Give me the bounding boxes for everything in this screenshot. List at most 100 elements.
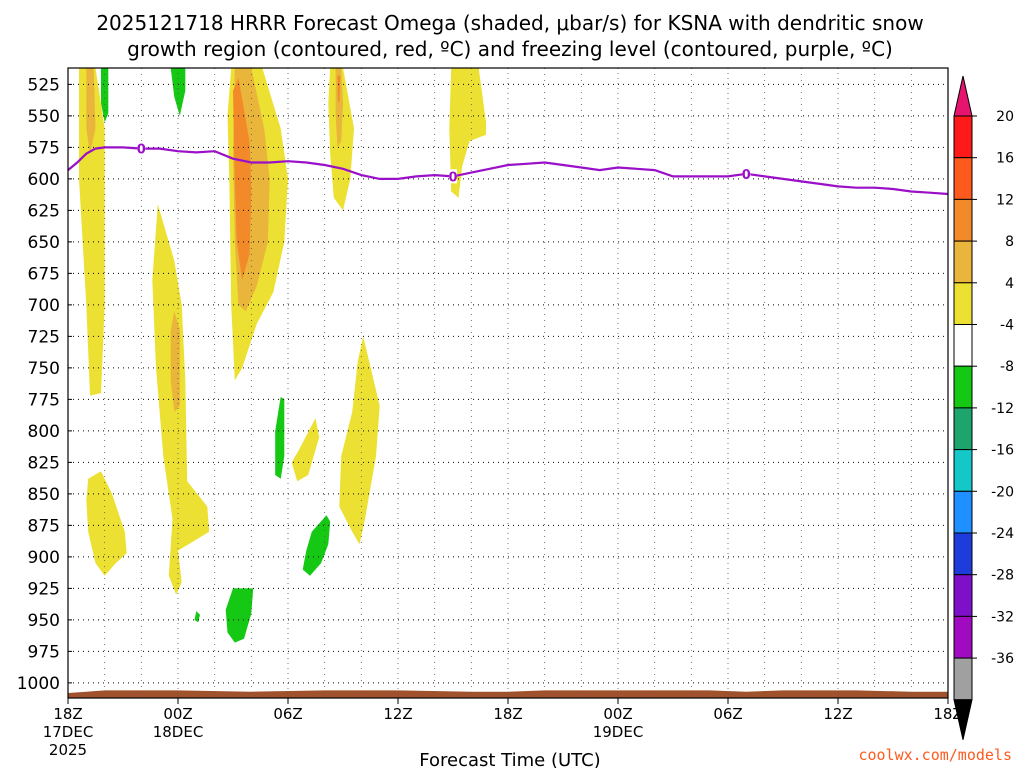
terrain — [68, 690, 948, 698]
colorbar-swatch-13 — [953, 657, 973, 701]
colorbar-swatch-3 — [953, 240, 973, 284]
freezing-label-bg-1 — [449, 169, 457, 184]
omega-region-10 — [337, 75, 341, 104]
colorbar-label-4: 4 — [1005, 276, 1014, 292]
colorbar-label-10: -24 — [991, 526, 1014, 542]
omega-region-7 — [233, 78, 252, 280]
colorbar-swatch-10 — [953, 532, 973, 576]
freezing-level: 0 0 0 — [67, 141, 949, 196]
omega-region-9 — [335, 68, 343, 148]
y-axis: 525 550 575 600 625 650 675 700 725 750 775 800 825 8… — [17, 75, 72, 694]
colorbar-swatch-0 — [953, 115, 973, 159]
y-tick-label-975: 975 — [28, 642, 60, 662]
y-tick-label-750: 750 — [28, 359, 60, 379]
y-tick-label-875: 875 — [28, 516, 60, 536]
colorbar-swatch-7 — [953, 407, 973, 451]
x-tick-label-4: 18Z — [493, 705, 522, 723]
colorbar-label-5: -4 — [1000, 318, 1014, 334]
x-tick-label-8: 18Z — [933, 705, 962, 723]
colorbar-swatch-11 — [953, 574, 973, 617]
colorbar-bottom-arrow — [953, 699, 973, 740]
omega-region-16 — [275, 396, 285, 479]
y-tick-label-525: 525 — [28, 75, 60, 95]
omega-region-0 — [79, 68, 105, 396]
x-tick-date-0: 17DEC — [43, 723, 94, 741]
colorbar-swatch-1 — [953, 157, 973, 200]
colorbar-label-6: -8 — [1000, 359, 1014, 375]
colorbar-label-0: 20 — [996, 109, 1014, 125]
omega-region-2 — [86, 471, 127, 576]
colorbar-label-8: -16 — [991, 443, 1014, 459]
colorbar-label-2: 12 — [996, 192, 1014, 208]
omega-region-3 — [152, 204, 210, 595]
x-tick-label-6: 06Z — [713, 705, 742, 723]
plot-area: 0 0 0 — [67, 67, 949, 699]
y-tick-label-725: 725 — [28, 327, 60, 347]
freezing-label-bg-0 — [137, 141, 146, 156]
omega-region-11 — [449, 68, 486, 198]
credit-text: coolwx.com/models — [858, 746, 1012, 764]
omega-region-1 — [86, 68, 96, 154]
colorbar: 20 16 12 8 4 -4 -8 -12 -16 -20 -24 -28 -32 -36 — [953, 75, 1014, 740]
y-tick-label-625: 625 — [28, 201, 60, 221]
y-tick-label-575: 575 — [28, 138, 60, 158]
colorbar-label-7: -12 — [991, 401, 1014, 417]
omega-region-12 — [291, 418, 320, 482]
freezing-label-bg-2 — [742, 166, 751, 181]
colorbar-label-1: 16 — [996, 151, 1014, 167]
colorbar-swatch-8 — [953, 449, 973, 492]
freezing-level-line — [67, 146, 949, 196]
y-tick-label-550: 550 — [28, 107, 60, 127]
omega-region-15 — [170, 68, 186, 116]
x-axis-title: Forecast Time (UTC) — [419, 750, 600, 768]
colorbar-swatch-2 — [953, 198, 973, 242]
grid — [68, 68, 948, 698]
x-tick-label-0: 18Z — [53, 705, 82, 723]
chart-title-line2: growth region (contoured, red, ºC) and f… — [127, 37, 893, 61]
x-tick-label-7: 12Z — [823, 705, 852, 723]
y-tick-label-700: 700 — [28, 296, 60, 316]
colorbar-label-12: -32 — [991, 609, 1014, 625]
colorbar-swatch-9 — [953, 490, 973, 534]
terrain-fill — [68, 690, 948, 698]
y-tick-label-1000: 1000 — [17, 674, 60, 694]
freezing-label-2: 0 — [742, 168, 751, 183]
x-tick-date-1: 18DEC — [153, 723, 204, 741]
omega-region-13 — [339, 336, 380, 545]
x-tick-year-0: 2025 — [49, 741, 87, 759]
colorbar-label-3: 8 — [1005, 234, 1014, 250]
x-tick-date-5: 19DEC — [593, 723, 644, 741]
y-tick-label-850: 850 — [28, 485, 60, 505]
y-tick-label-650: 650 — [28, 233, 60, 253]
colorbar-label-13: -36 — [991, 651, 1014, 667]
x-tick-label-3: 12Z — [383, 705, 412, 723]
colorbar-swatch-4 — [953, 282, 973, 325]
colorbar-swatch-6 — [953, 365, 973, 409]
freezing-label-0: 0 — [137, 143, 146, 158]
colorbar-swatch-5 — [953, 324, 973, 367]
x-tick-label-5: 00Z — [603, 705, 632, 723]
y-tick-label-925: 925 — [28, 579, 60, 599]
omega-region-4 — [170, 311, 180, 412]
colorbar-swatch-12 — [953, 615, 973, 659]
omega-region-18 — [225, 588, 254, 643]
colorbar-top-arrow — [953, 75, 973, 117]
chart-title-line1: 2025121718 HRRR Forecast Omega (shaded, … — [96, 11, 923, 35]
omega-region-17 — [302, 515, 331, 576]
y-tick-label-825: 825 — [28, 453, 60, 473]
x-tick-label-1: 00Z — [163, 705, 192, 723]
omega-shading — [79, 68, 486, 643]
y-tick-label-800: 800 — [28, 422, 60, 442]
y-tick-label-950: 950 — [28, 611, 60, 631]
y-tick-label-775: 775 — [28, 390, 60, 410]
freezing-label-1: 0 — [448, 170, 457, 185]
colorbar-label-9: -20 — [991, 484, 1014, 500]
omega-region-14 — [101, 68, 109, 123]
colorbar-label-11: -28 — [991, 568, 1014, 584]
y-tick-label-600: 600 — [28, 170, 60, 190]
y-tick-label-900: 900 — [28, 548, 60, 568]
x-tick-label-2: 06Z — [273, 705, 302, 723]
y-tick-label-675: 675 — [28, 264, 60, 284]
